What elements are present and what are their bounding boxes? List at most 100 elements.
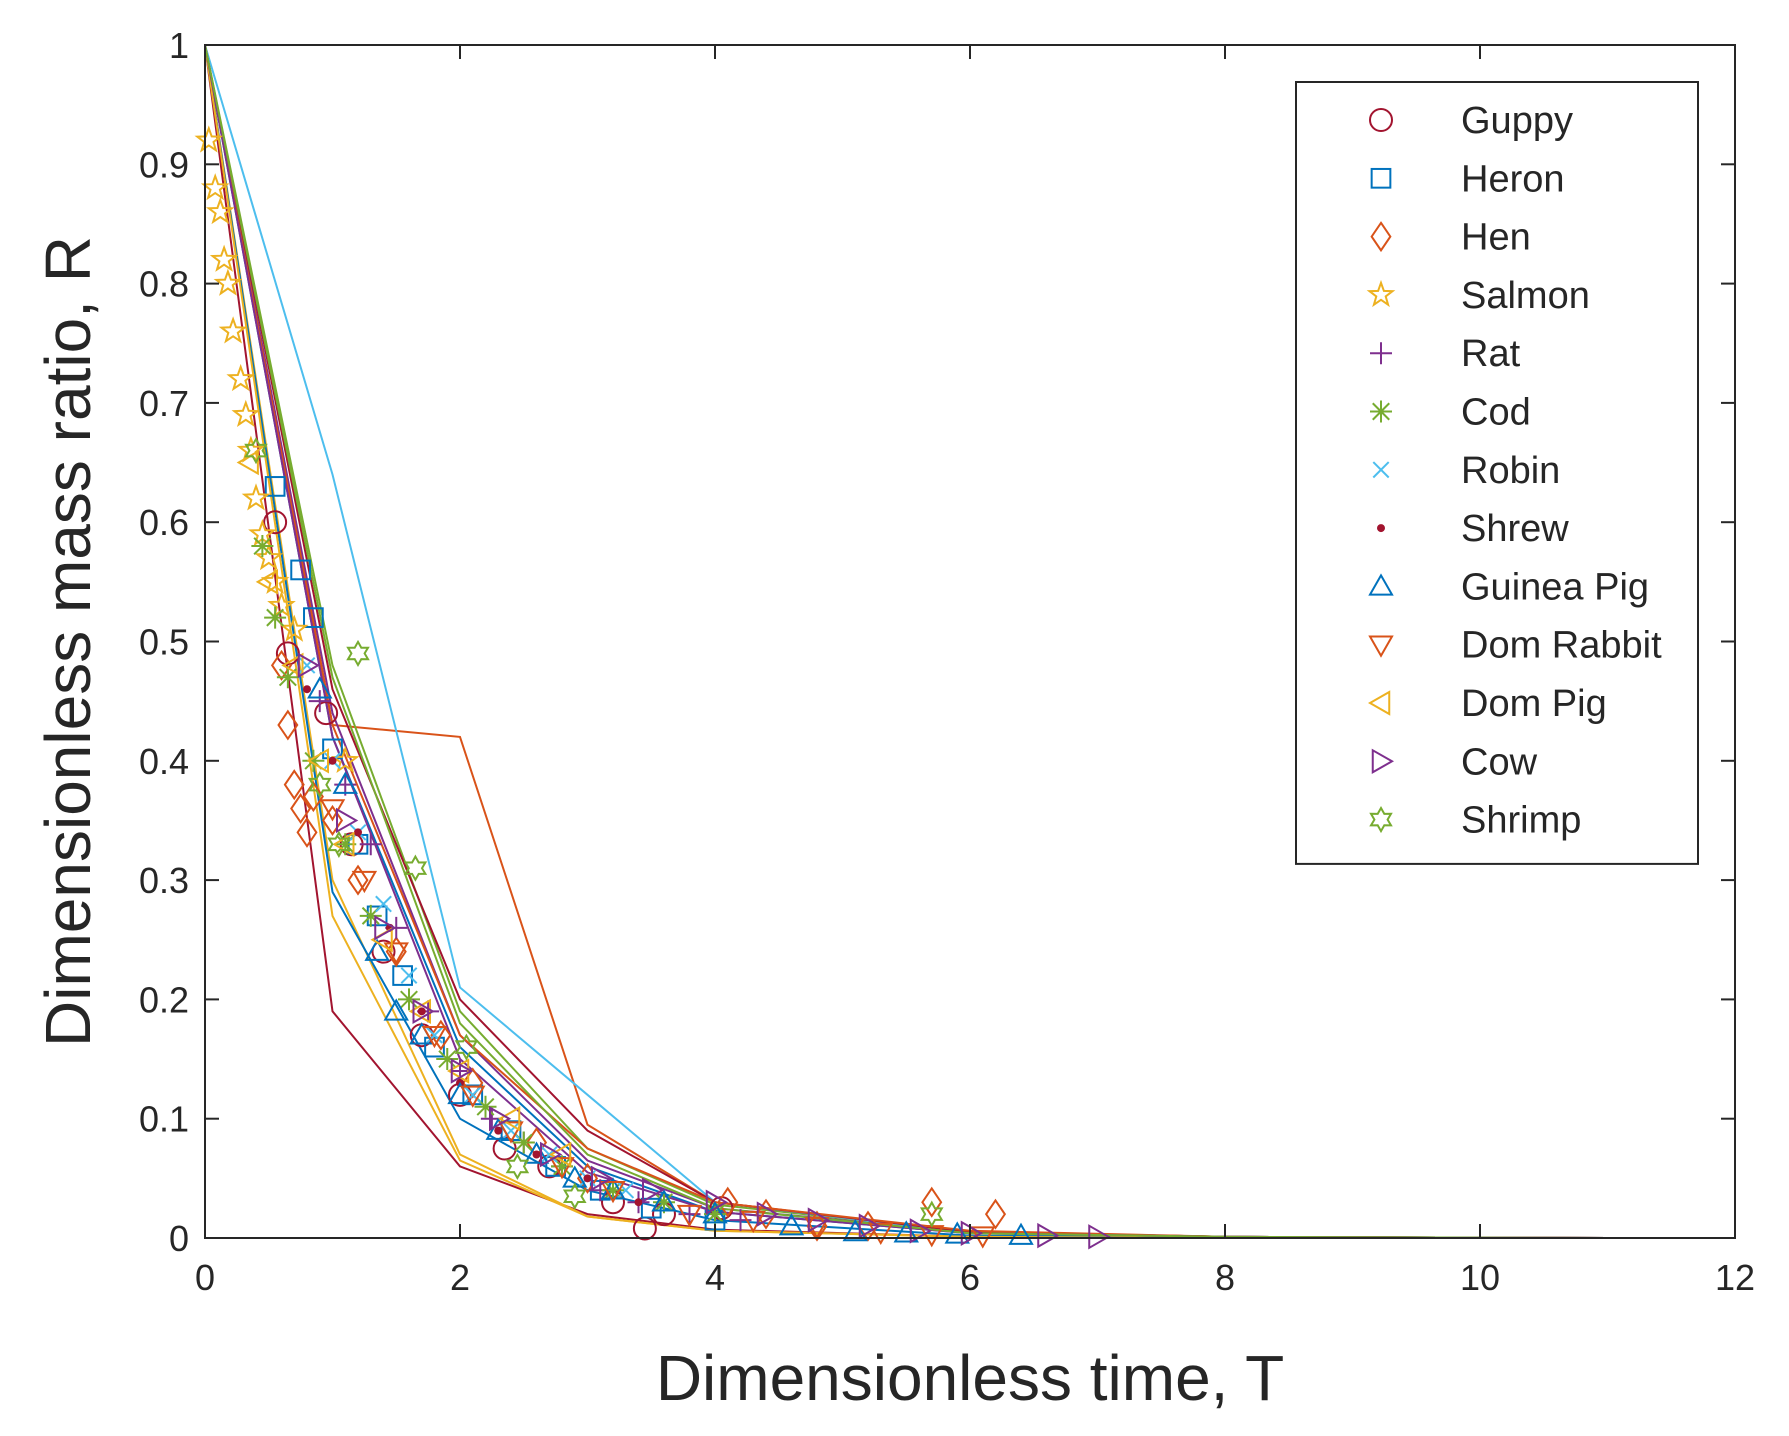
data-point-hen	[290, 792, 312, 825]
data-point-dom-rabbit	[970, 1226, 996, 1249]
data-point-shrew	[532, 1150, 541, 1159]
data-point-hen	[755, 1198, 777, 1230]
data-point-hen	[283, 769, 305, 801]
legend-label-cow: Cow	[1461, 741, 1538, 783]
data-point-salmon	[209, 244, 239, 272]
legend-marker-cow	[1371, 748, 1395, 775]
y-tick-label: 0.9	[139, 144, 189, 185]
data-point-guinea-pig	[332, 771, 358, 794]
data-point-shrimp	[346, 639, 370, 668]
data-point-hen	[302, 781, 324, 813]
data-point-salmon	[226, 363, 255, 392]
y-tick-label: 0.7	[139, 383, 189, 424]
legend-marker-guppy	[1369, 108, 1393, 132]
data-point-salmon	[218, 316, 248, 344]
legend-marker-rat	[1370, 342, 1392, 365]
data-point-salmon	[254, 542, 284, 571]
data-point-shrew	[494, 1126, 503, 1135]
data-point-dom-rabbit	[600, 1181, 626, 1204]
y-tick-label: 0.5	[139, 622, 189, 663]
data-point-guinea-pig	[778, 1213, 805, 1236]
data-point-dom-pig	[281, 652, 304, 679]
data-point-hen	[576, 1162, 599, 1194]
data-point-shrimp	[454, 1033, 479, 1061]
data-point-cod	[276, 666, 299, 689]
data-point-dom-rabbit	[676, 1204, 703, 1228]
data-point-cod	[264, 606, 287, 629]
data-point-cow	[705, 1189, 729, 1215]
data-point-cow	[807, 1207, 831, 1233]
data-point-cow	[858, 1213, 882, 1239]
data-point-hen	[321, 804, 344, 836]
x-tick-label: 2	[450, 1257, 470, 1298]
data-point-salmon	[279, 614, 309, 642]
data-point-heron	[392, 965, 413, 986]
data-point-cod	[302, 749, 325, 772]
data-point-cow	[1088, 1224, 1111, 1250]
legend-label-robin: Robin	[1461, 450, 1560, 492]
data-point-cow	[336, 807, 359, 834]
y-tick-label: 0.2	[139, 979, 189, 1020]
legend-label-shrew: Shrew	[1461, 508, 1569, 550]
markers-group	[194, 125, 1111, 1250]
data-point-hen	[921, 1186, 943, 1218]
legend-label-heron: Heron	[1461, 158, 1565, 200]
data-point-rat	[308, 690, 331, 713]
legend-marker-hen	[1370, 221, 1392, 253]
data-point-cod	[704, 1203, 726, 1226]
data-point-cow	[909, 1218, 933, 1244]
data-point-hen	[984, 1198, 1007, 1230]
data-point-guppy	[263, 510, 288, 535]
data-point-guinea-pig	[364, 938, 390, 961]
y-tick-label: 1	[169, 25, 189, 66]
data-point-cod	[398, 988, 420, 1011]
x-tick-label: 8	[1215, 1257, 1235, 1298]
data-point-salmon	[205, 196, 235, 225]
legend-marker-dom-rabbit	[1368, 635, 1394, 658]
axis-ticks-group: 0 2 4 6 8 10 12 0 0.1 0.2 0.3 0.4 0.5 0.6 0.7 0.8 0.9 1	[139, 25, 1755, 1298]
legend-marker-shrew	[1377, 524, 1385, 533]
data-point-shrimp	[307, 771, 332, 799]
data-point-guinea-pig	[383, 998, 409, 1021]
data-point-dom-rabbit	[549, 1157, 575, 1180]
y-axis-title: Dimensionless mass ratio, R	[32, 236, 104, 1047]
data-point-hen	[270, 649, 293, 681]
data-point-shrimp	[244, 437, 268, 465]
legend-marker-shrimp	[1369, 805, 1393, 834]
data-point-hen	[385, 936, 407, 968]
data-point-shrimp	[562, 1182, 587, 1210]
legend-marker-cod	[1370, 400, 1392, 423]
data-point-robin	[617, 1181, 635, 1199]
data-point-shrimp	[327, 830, 351, 858]
legend-label-dom-pig: Dom Pig	[1461, 683, 1607, 725]
data-point-cod	[474, 1095, 497, 1118]
data-point-cow	[540, 1141, 563, 1168]
legend-label-salmon: Salmon	[1461, 275, 1590, 317]
data-point-heron	[303, 607, 324, 628]
data-point-cow	[1037, 1222, 1060, 1249]
data-point-cow	[297, 652, 321, 679]
data-point-dom-pig	[306, 748, 329, 774]
legend-marker-dom-pig	[1367, 690, 1391, 716]
data-point-cow	[374, 915, 397, 941]
data-point-shrimp	[403, 854, 428, 882]
legend-marker-guinea-pig	[1368, 573, 1394, 596]
data-point-cod	[359, 904, 382, 927]
legend-label-guppy: Guppy	[1461, 100, 1573, 142]
data-point-cow	[412, 998, 435, 1025]
data-point-dom-rabbit	[383, 942, 409, 965]
data-point-guinea-pig	[307, 676, 333, 699]
data-point-cod	[653, 1191, 675, 1214]
legend-label-hen: Hen	[1461, 217, 1531, 259]
data-point-hen	[277, 709, 299, 741]
data-point-cow	[642, 1177, 665, 1204]
legend-label-shrimp: Shrimp	[1461, 800, 1581, 842]
data-point-shrew	[583, 1174, 592, 1183]
legend: Guppy Heron Hen Salmon Rat Cod Robin Shrew Guine…	[1295, 81, 1699, 865]
legend-label-guinea-pig: Guinea Pig	[1461, 566, 1649, 608]
data-point-guinea-pig	[600, 1177, 626, 1200]
x-tick-label: 6	[960, 1257, 980, 1298]
data-point-dom-rabbit	[804, 1216, 830, 1240]
data-point-robin	[375, 895, 392, 913]
